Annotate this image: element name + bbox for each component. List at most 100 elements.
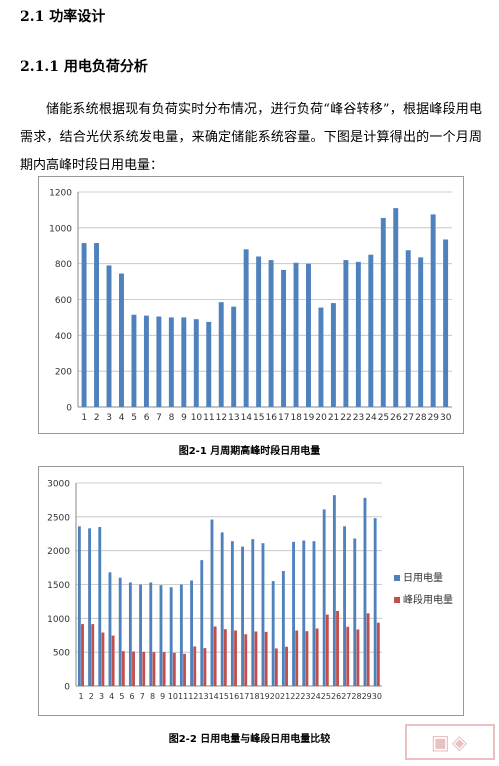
chart2-bar bbox=[81, 624, 84, 686]
chart1-bar bbox=[256, 256, 262, 407]
chart1-x-tick-label: 1 bbox=[81, 413, 87, 423]
chart1-bar bbox=[243, 249, 249, 407]
chart2-y-tick-label: 500 bbox=[53, 649, 70, 659]
chart1-x-tick-label: 8 bbox=[169, 413, 175, 423]
chart1-x-tick-label: 13 bbox=[228, 413, 239, 423]
chart2-bar bbox=[210, 519, 214, 686]
chart1-bar bbox=[293, 262, 299, 407]
chart1-bar bbox=[368, 254, 374, 407]
chart1-bar bbox=[306, 263, 311, 407]
chart2-x-tick-label: 6 bbox=[130, 692, 135, 701]
chart1-bar bbox=[343, 260, 349, 407]
chart1-x-tick-label: 21 bbox=[328, 413, 339, 423]
chart2-bar bbox=[132, 651, 135, 686]
chart2-x-tick-label: 12 bbox=[188, 692, 198, 701]
chart1-x-tick-label: 23 bbox=[353, 413, 364, 423]
chart1-bar bbox=[143, 315, 149, 407]
chart1-bar bbox=[81, 243, 87, 407]
chart2-bar bbox=[353, 538, 357, 686]
chart2-bar bbox=[179, 584, 183, 686]
chart2-bar bbox=[373, 518, 377, 686]
chart2-x-tick-label: 18 bbox=[249, 692, 259, 701]
chart2-y-tick-label: 1500 bbox=[47, 581, 70, 591]
chart2-bar bbox=[322, 509, 326, 686]
chart1-x-tick-label: 7 bbox=[156, 413, 162, 423]
chart2-bar bbox=[142, 651, 146, 686]
chart2-x-tick-label: 11 bbox=[178, 692, 188, 701]
section-heading: 2.1 功率设计 bbox=[20, 9, 106, 25]
chart2-bar bbox=[190, 580, 193, 686]
chart1-bar bbox=[418, 257, 424, 407]
chart1-x-tick-label: 25 bbox=[378, 413, 389, 423]
chart2-x-tick-label: 15 bbox=[219, 692, 229, 701]
chart1-bar bbox=[355, 261, 361, 407]
chart2-bar bbox=[325, 614, 329, 686]
chart1-x-tick-label: 4 bbox=[119, 413, 125, 423]
chart2-bar bbox=[261, 543, 265, 686]
chart1-bar bbox=[218, 302, 224, 407]
chart2-bar bbox=[111, 635, 115, 686]
chart2-x-tick-label: 8 bbox=[150, 692, 155, 701]
chart1-y-tick-label: 200 bbox=[55, 368, 72, 378]
chart2-bar bbox=[312, 541, 316, 686]
chart2-y-tick-label: 3000 bbox=[47, 480, 70, 490]
chart1-y-tick-label: 600 bbox=[55, 296, 72, 306]
chart2-bar bbox=[366, 613, 370, 686]
chart1-x-tick-label: 27 bbox=[403, 413, 414, 423]
chart-monthly-peak-daily-consumption: 0 200 400 600 800 1000 1200 1 2 3 4 5 6 7 8 9 10 11 12 13 14… bbox=[38, 176, 464, 434]
chart1-y-tick-label: 400 bbox=[55, 332, 72, 342]
chart2-bar bbox=[292, 541, 295, 686]
chart2-x-tick-label: 4 bbox=[109, 692, 114, 701]
chart1-y-tick-label: 1000 bbox=[49, 224, 72, 234]
subsection-heading: 2.1.1 用电负荷分析 bbox=[20, 59, 148, 75]
chart2-legend-label: 日用电量 bbox=[403, 571, 443, 584]
chart2-x-tick-label: 21 bbox=[280, 692, 290, 701]
chart2-legend-swatch bbox=[394, 597, 400, 603]
chart2-bar bbox=[315, 628, 319, 686]
chart1-bar bbox=[206, 321, 212, 407]
chart2-y-tick-label: 1000 bbox=[47, 615, 70, 625]
chart1-x-tick-label: 6 bbox=[144, 413, 150, 423]
chart1-bar bbox=[131, 314, 137, 407]
chart2-y-tick-label: 2500 bbox=[47, 513, 70, 523]
chart2-x-tick-label: 23 bbox=[300, 692, 310, 701]
chart1-bar bbox=[430, 214, 436, 407]
chart1-x-tick-label: 29 bbox=[428, 413, 440, 423]
chart2-bar bbox=[285, 646, 288, 686]
chart1-bar bbox=[281, 269, 287, 407]
chart1-bar bbox=[94, 243, 100, 407]
chart2-x-tick-label: 17 bbox=[239, 692, 249, 701]
chart1-x-tick-label: 24 bbox=[365, 413, 377, 423]
chart2-bar bbox=[159, 585, 163, 686]
chart2-bar bbox=[346, 626, 350, 686]
chart2-bar bbox=[121, 651, 125, 686]
chart1-bar bbox=[181, 317, 187, 407]
chart1-x-tick-label: 15 bbox=[253, 413, 264, 423]
chart1-x-tick-label: 10 bbox=[191, 413, 203, 423]
chart2-bar bbox=[149, 582, 153, 686]
chart1-x-tick-label: 22 bbox=[340, 413, 351, 423]
chart2-bar bbox=[244, 634, 248, 686]
chart2-x-tick-label: 25 bbox=[321, 692, 331, 701]
chart2-bar bbox=[101, 632, 105, 686]
chart2-bar bbox=[356, 629, 360, 686]
chart1-x-tick-label: 2 bbox=[94, 413, 100, 423]
chart1-x-tick-label: 26 bbox=[390, 413, 402, 423]
chart2-bar bbox=[108, 572, 112, 686]
chart2-bar bbox=[230, 541, 234, 686]
chart-daily-vs-peak-consumption: 0 500 1000 1500 2000 2500 3000 1 2 3 4 5 6 7 8 9 10 11 12 1… bbox=[38, 466, 464, 716]
chart1-x-tick-label: 20 bbox=[315, 413, 327, 423]
chart2-bar bbox=[169, 587, 173, 686]
chart1-bar bbox=[443, 239, 449, 407]
chart1-bar bbox=[168, 317, 174, 407]
chart2-x-tick-label: 5 bbox=[119, 692, 124, 701]
chart1-bar bbox=[318, 307, 324, 407]
chart2-bar bbox=[200, 560, 204, 686]
chart1-y-tick-label: 800 bbox=[55, 260, 72, 270]
chart1-x-tick-label: 19 bbox=[303, 413, 315, 423]
seal-icon: ▣◈ bbox=[405, 724, 495, 760]
chart1-bar bbox=[380, 217, 386, 407]
chart2-bar bbox=[234, 630, 237, 686]
figure2-caption: 图2-2 日用电量与峰段日用电量比较 bbox=[168, 734, 331, 745]
chart2-x-tick-label: 14 bbox=[209, 692, 219, 701]
